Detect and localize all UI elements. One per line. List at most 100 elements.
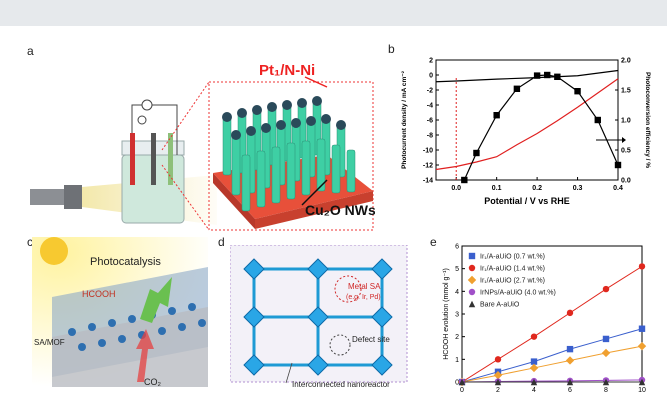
- top-bar: [0, 0, 667, 26]
- defect-site-label: Defect site: [352, 335, 390, 344]
- legend-marker-3: [468, 288, 476, 296]
- x-tick-label: 0.2: [532, 185, 542, 192]
- photocatalysis-label: Photocatalysis: [90, 256, 161, 268]
- series-2-point: [533, 72, 541, 79]
- legend-label-2: Ir₁/A-aUiO (2.7 wt.%): [480, 278, 545, 285]
- series-2-point: [614, 161, 622, 169]
- x-tick-label: 0.1: [492, 185, 502, 192]
- series-1-line: [435, 78, 619, 171]
- lamp: [30, 189, 64, 205]
- y-tick-label: 2: [455, 334, 459, 341]
- panel-c-illustration: Photocatalysis HCOOH SA/MOF CO₂: [32, 237, 208, 387]
- series-4-point: [638, 378, 646, 386]
- y2-tick-label: 0.0: [621, 178, 631, 185]
- panel-b-chart: 0.0 0.1 0.2 0.3 0.4 2 0 -2 -4 -6 -8 -10 -12 -14 2.0 1.5…: [401, 58, 651, 207]
- series-0-point: [530, 358, 538, 365]
- series-2-line: [463, 74, 619, 181]
- series-2-point: [461, 176, 468, 184]
- series-1-line: [461, 265, 643, 383]
- series-4-point: [458, 378, 466, 386]
- y-axis-label: Photocurrent density / mA cm⁻²: [401, 70, 408, 169]
- green-arrow: [140, 277, 172, 323]
- y-tick-label: -4: [427, 103, 433, 110]
- hcooh-label: HCOOH: [82, 289, 116, 299]
- panel-b-label: b: [388, 42, 395, 56]
- x-tick-label: 4: [532, 387, 536, 392]
- x-axis-label: Potential / V vs RHE: [484, 196, 570, 206]
- x-tick-label: 0.4: [613, 185, 623, 192]
- axis-arrow-head: [622, 137, 626, 143]
- nanowires: [222, 100, 356, 212]
- nanosheet-caps: [222, 96, 346, 140]
- y-tick-label: 3: [455, 312, 459, 319]
- series-4-point: [566, 378, 574, 386]
- electrode-green: [168, 133, 173, 185]
- sa-mof-label: SA/MOF: [34, 338, 65, 347]
- legend-marker-4: [468, 300, 476, 308]
- series-2-point: [513, 85, 521, 92]
- y-tick-label: -6: [427, 118, 433, 125]
- series-2-point: [544, 71, 551, 79]
- y2-tick-label: 1.0: [621, 118, 631, 125]
- panel-a-illustration: Pt₁/N-Ni Cu₂O NWs: [30, 62, 375, 231]
- series-0-point: [602, 335, 610, 343]
- y-tick-label: -8: [427, 133, 433, 140]
- series-2-point: [493, 112, 500, 119]
- x-tick-label: 0: [460, 387, 464, 392]
- voltmeter-icon: [137, 115, 147, 125]
- series-2-line: [461, 345, 643, 383]
- series-0-line: [461, 328, 643, 383]
- sun-icon: [40, 237, 68, 265]
- series-1-point: [566, 309, 574, 317]
- legend-label-1: Ir₁/A-aUiO (1.4 wt.%): [480, 266, 545, 273]
- cu2o-label: Cu₂O NWs: [305, 202, 375, 218]
- defect-marker: [329, 334, 351, 356]
- y-tick-label: -14: [423, 178, 433, 185]
- series-0-line: [435, 69, 619, 83]
- y-tick-label: 5: [455, 266, 459, 273]
- series-1-point: [494, 356, 502, 363]
- panel-c-label: c: [27, 235, 33, 249]
- x-tick-label: 8: [604, 387, 608, 392]
- metal-sa-label: Metal SA: [348, 282, 381, 291]
- y2-tick-label: 1.5: [621, 88, 631, 95]
- series-2-point: [473, 149, 480, 157]
- series-2-point: [529, 363, 539, 373]
- co2-label: CO₂: [144, 377, 162, 387]
- y-tick-label: 6: [455, 244, 459, 251]
- legend-marker-2: [467, 275, 477, 285]
- series-2-point: [601, 348, 611, 358]
- ammeter-icon: [141, 99, 153, 111]
- y-tick-label: -10: [423, 148, 433, 155]
- panel-d-illustration: Metal SA (e.g. Ir, Pd) Defect site Inter…: [230, 245, 408, 389]
- y-tick-label: 2: [429, 58, 433, 65]
- series-4-point: [602, 378, 610, 386]
- panel-a-label: a: [27, 44, 34, 58]
- y2-tick-label: 2.0: [621, 58, 631, 65]
- series-2-point: [637, 341, 647, 351]
- y-tick-label: 4: [455, 289, 459, 296]
- legend-label-4: Bare A-aUiO: [480, 302, 520, 309]
- y-tick-label: 1: [455, 357, 459, 364]
- panel-e-label: e: [430, 235, 437, 249]
- x-tick-label: 2: [496, 387, 500, 392]
- panel-e-chart: 0 2 4 6 8 10 0 1 2 3 4 5 6 HCOOH evolution (mmol g⁻¹)…: [443, 244, 647, 392]
- x-tick-label: 0.3: [573, 185, 583, 192]
- electrode-gray: [151, 133, 156, 185]
- series-0-point: [566, 345, 574, 353]
- electrode-red: [130, 133, 135, 185]
- red-arrow: [136, 329, 154, 382]
- series-2-point: [493, 371, 503, 380]
- y-axis-label: HCOOH evolution (mmol g⁻¹): [443, 268, 450, 360]
- legend-label-0: Ir₁/A-aUiO (0.7 wt.%): [480, 254, 545, 261]
- x-tick-label: 6: [568, 387, 572, 392]
- legend-marker-0: [468, 252, 476, 260]
- panel-d-label: d: [218, 235, 225, 249]
- y2-tick-label: 0.5: [621, 148, 631, 155]
- y-tick-label: -12: [423, 163, 433, 170]
- series-2-point: [594, 116, 601, 124]
- metal-sa-example: (e.g. Ir, Pd): [346, 294, 381, 301]
- x-tick-label: 10: [638, 387, 646, 392]
- zoom-box: [208, 81, 374, 231]
- x-tick-label: 0.0: [451, 185, 461, 192]
